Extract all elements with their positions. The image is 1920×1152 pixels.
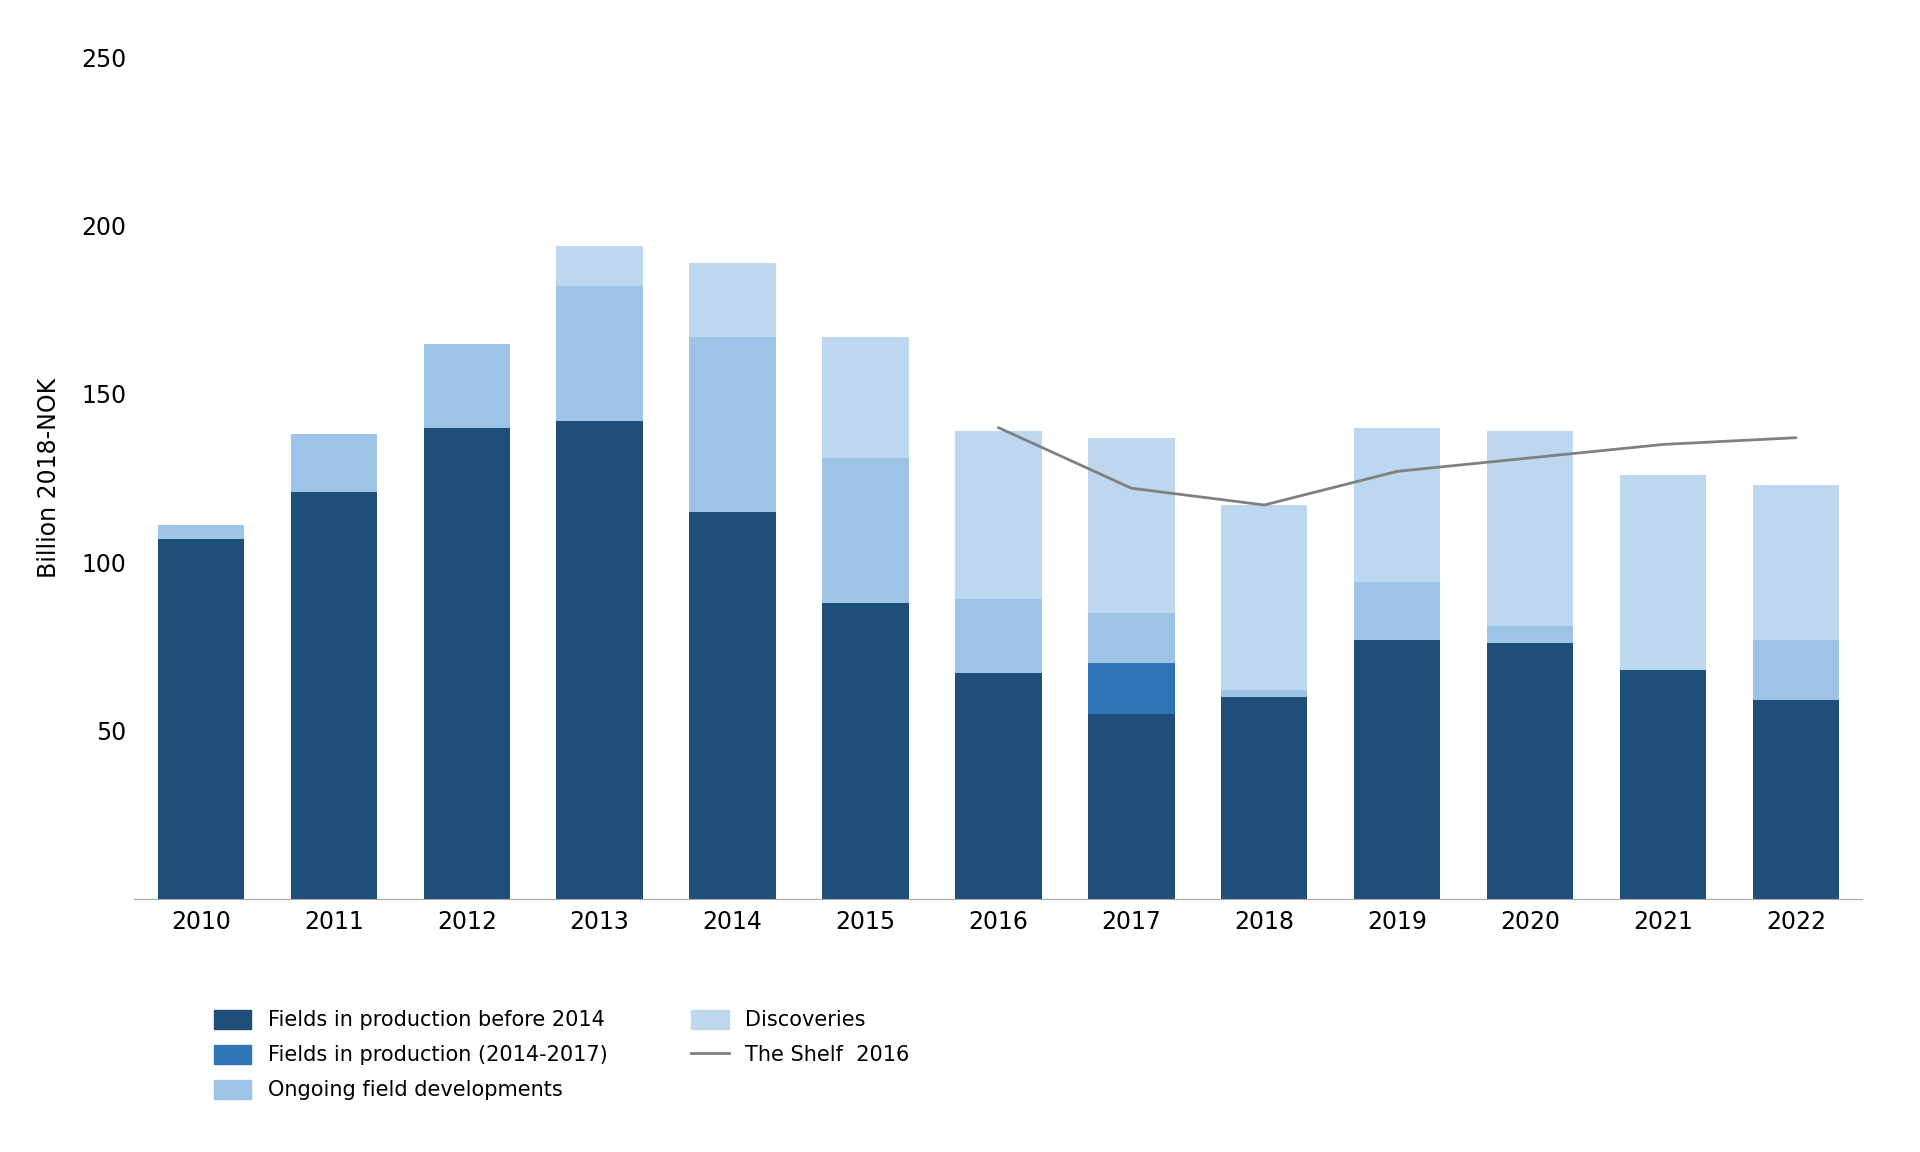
Bar	[822, 336, 908, 457]
Bar	[822, 602, 908, 899]
Bar	[1089, 664, 1175, 713]
Bar	[1486, 626, 1572, 643]
Bar	[822, 457, 908, 602]
Bar	[1221, 690, 1308, 697]
Bar	[290, 434, 376, 492]
Bar	[1620, 475, 1707, 669]
Bar	[689, 336, 776, 511]
Bar	[557, 420, 643, 899]
Legend: Fields in production before 2014, Fields in production (2014-2017), Ongoing fiel: Fields in production before 2014, Fields…	[213, 1010, 910, 1100]
Bar	[954, 431, 1041, 599]
Bar	[1753, 639, 1839, 700]
Bar	[157, 539, 244, 899]
Bar	[1354, 427, 1440, 583]
Bar	[1753, 485, 1839, 639]
Bar	[1089, 713, 1175, 899]
Bar	[424, 343, 511, 427]
Bar	[954, 599, 1041, 673]
Bar	[1753, 700, 1839, 899]
Bar	[290, 492, 376, 899]
Bar	[689, 263, 776, 336]
Bar	[1486, 431, 1572, 626]
Bar	[1089, 613, 1175, 664]
Bar	[557, 247, 643, 287]
Bar	[157, 525, 244, 539]
Bar	[1221, 505, 1308, 690]
Bar	[424, 427, 511, 899]
Bar	[1221, 697, 1308, 899]
Bar	[954, 673, 1041, 899]
Bar	[1486, 643, 1572, 899]
Y-axis label: Billion 2018-NOK: Billion 2018-NOK	[36, 378, 61, 578]
Bar	[1354, 639, 1440, 899]
Bar	[557, 287, 643, 420]
Bar	[689, 511, 776, 899]
Bar	[1354, 583, 1440, 639]
Bar	[1089, 438, 1175, 613]
Bar	[1620, 669, 1707, 899]
